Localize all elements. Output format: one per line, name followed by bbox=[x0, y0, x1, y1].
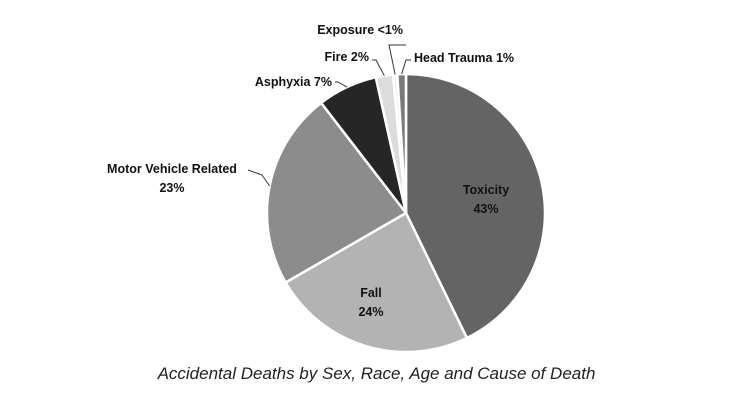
slice-label-motor-vehicle-related: Motor Vehicle Related bbox=[107, 162, 237, 176]
leader-line-head-trauma bbox=[401, 59, 411, 75]
pie-slice-head-trauma bbox=[396, 72, 408, 215]
slice-label-fire: Fire 2% bbox=[325, 50, 369, 64]
slice-label-asphyxia: Asphyxia 7% bbox=[255, 75, 332, 89]
pie-slice-motor-vehicle-related bbox=[265, 101, 408, 284]
leader-line-asphyxia bbox=[335, 81, 348, 88]
pie-slices bbox=[265, 72, 547, 354]
slice-labels: Toxicity 43% Fall 24% Motor Vehicle Related 2… bbox=[107, 23, 514, 319]
slice-value-fall: 24% bbox=[358, 305, 383, 319]
slice-label-fall: Fall bbox=[360, 286, 382, 300]
leader-lines bbox=[247, 44, 411, 187]
slice-label-head-trauma: Head Trauma 1% bbox=[414, 51, 514, 65]
slice-label-toxicity: Toxicity bbox=[463, 183, 509, 197]
pie-slice-toxicity bbox=[404, 72, 547, 340]
slice-value-toxicity: 43% bbox=[473, 202, 498, 216]
leader-line-motor-vehicle-related bbox=[247, 169, 271, 187]
pie-slice-fall bbox=[284, 211, 469, 354]
leader-line-fire bbox=[372, 59, 385, 76]
slice-value-motor-vehicle-related: 23% bbox=[159, 181, 184, 195]
chart-caption: Accidental Deaths by Sex, Race, Age and … bbox=[157, 364, 596, 383]
slice-label-exposure: Exposure <1% bbox=[317, 23, 403, 37]
leader-line-exposure bbox=[388, 44, 406, 75]
